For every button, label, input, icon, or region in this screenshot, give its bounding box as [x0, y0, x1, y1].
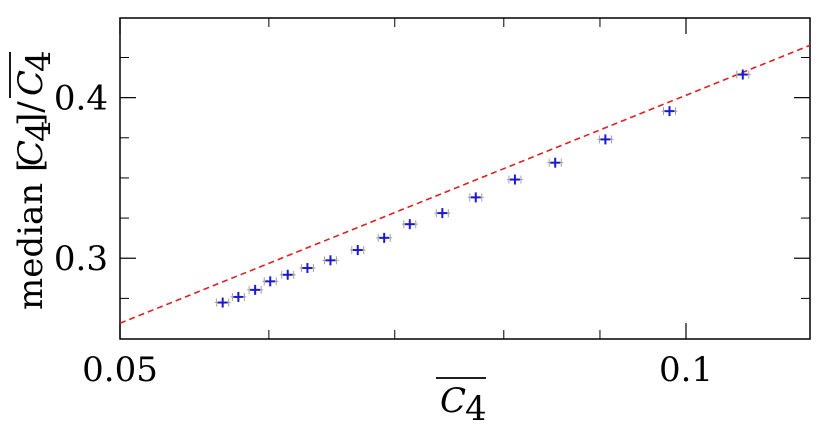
x-tick-label: 0.05 [82, 350, 158, 390]
tick-labels: 0.05 0.1 0.3 0.4 [54, 79, 713, 390]
x-axis-label-sub: 4 [465, 389, 487, 429]
x-axis-label-c: C [440, 381, 466, 421]
y-axis-label-median: median [ [11, 159, 51, 310]
y-axis-label-sub2: 4 [19, 50, 59, 72]
y-axis-label-c1: C [11, 140, 51, 166]
data-point [661, 106, 678, 117]
y-axis-label: median [ C 4 ]/ C 4 [9, 50, 59, 310]
data-point [734, 69, 751, 80]
data-point [506, 174, 523, 185]
plot-frame [119, 17, 811, 340]
data-point [247, 284, 264, 295]
data-point [401, 219, 418, 230]
data-point [230, 291, 247, 302]
data-point [597, 134, 614, 145]
y-axis-label-sub1: 4 [19, 120, 59, 142]
fit-line [120, 44, 810, 325]
data-point [299, 263, 316, 274]
data-point [547, 157, 564, 168]
y-axis-label-bracket: ]/ [11, 101, 51, 126]
axis-ticks [119, 18, 810, 339]
data-point [214, 297, 231, 308]
data-points-group [214, 69, 751, 308]
y-axis-label-c2: C [11, 70, 51, 96]
data-point [467, 192, 484, 203]
data-point [279, 269, 296, 280]
x-axis-label: C 4 [436, 377, 487, 429]
data-point [349, 245, 366, 256]
y-tick-label: 0.4 [54, 79, 108, 119]
x-tick-label: 0.1 [659, 350, 713, 390]
fit-line-group [120, 44, 810, 325]
data-point [262, 276, 279, 287]
data-point [434, 208, 451, 219]
y-tick-label: 0.3 [54, 239, 108, 279]
data-point [376, 232, 393, 243]
data-point [322, 255, 339, 266]
